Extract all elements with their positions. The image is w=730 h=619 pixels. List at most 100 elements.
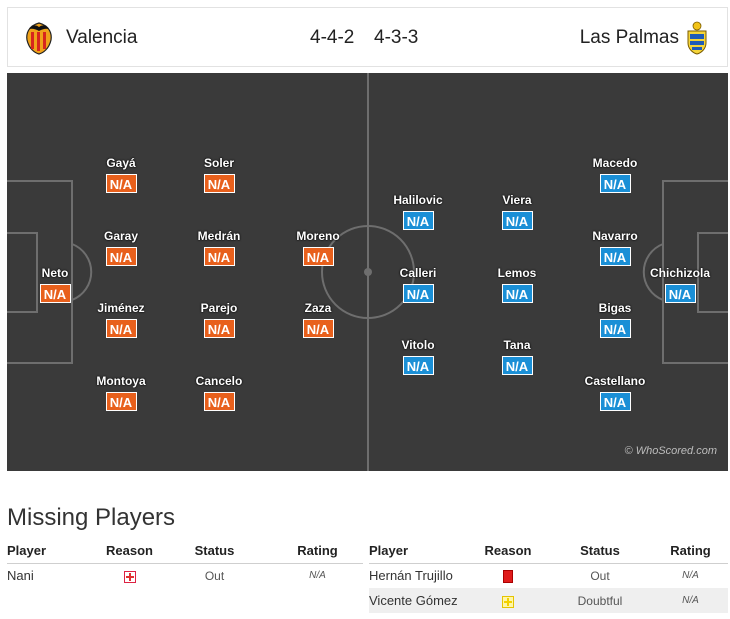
column-header-status: Status bbox=[157, 539, 272, 564]
player-name: Jiménez bbox=[97, 301, 145, 315]
player-rating: N/A bbox=[39, 284, 71, 303]
away-player-lemos[interactable]: Lemos N/A bbox=[477, 266, 557, 304]
away-player-chichizola[interactable]: Chichizola N/A bbox=[640, 266, 720, 304]
missing-rating: N/A bbox=[309, 570, 326, 582]
player-name: Tana bbox=[503, 338, 531, 352]
match-header: Valencia 4-4-2 4-3-3 Las Palmas bbox=[7, 7, 728, 67]
player-name: Viera bbox=[502, 193, 532, 207]
missing-reason bbox=[469, 563, 547, 588]
player-name: Neto bbox=[41, 266, 69, 280]
home-player-moreno[interactable]: Moreno N/A bbox=[278, 229, 358, 267]
missing-player-name[interactable]: Nani bbox=[7, 568, 34, 584]
away-formation: 4-3-3 bbox=[374, 27, 419, 48]
home-formation: 4-4-2 bbox=[310, 27, 355, 48]
table-row: Hernán Trujillo Out N/A bbox=[369, 563, 728, 588]
table-row: Nani Out N/A bbox=[7, 563, 363, 588]
home-player-jimenez[interactable]: Jiménez N/A bbox=[81, 301, 161, 339]
column-header-reason: Reason bbox=[469, 539, 547, 564]
player-rating: N/A bbox=[664, 284, 696, 303]
player-name: Cancelo bbox=[195, 374, 243, 388]
missing-player-name[interactable]: Hernán Trujillo bbox=[369, 568, 453, 584]
player-rating: N/A bbox=[402, 211, 434, 230]
injury-icon[interactable] bbox=[123, 570, 136, 583]
home-player-neto[interactable]: Neto N/A bbox=[15, 266, 95, 304]
home-missing-table: Player Reason Status Rating Nani Out N/A bbox=[7, 539, 363, 588]
player-rating: N/A bbox=[599, 247, 631, 266]
player-rating: N/A bbox=[501, 284, 533, 303]
away-player-macedo[interactable]: Macedo N/A bbox=[575, 156, 655, 194]
las-palmas-crest-icon[interactable] bbox=[680, 20, 714, 56]
player-rating: N/A bbox=[105, 392, 137, 411]
home-player-zaza[interactable]: Zaza N/A bbox=[278, 301, 358, 339]
away-player-viera[interactable]: Viera N/A bbox=[477, 193, 557, 231]
player-rating: N/A bbox=[599, 392, 631, 411]
formation-pitch: Neto N/A Gayá N/A Garay N/A Jiménez N/A … bbox=[7, 73, 728, 471]
player-rating: N/A bbox=[203, 247, 235, 266]
player-rating: N/A bbox=[203, 174, 235, 193]
player-rating: N/A bbox=[402, 356, 434, 375]
missing-player-name[interactable]: Vicente Gómez bbox=[369, 588, 469, 613]
player-name: Montoya bbox=[96, 374, 146, 388]
missing-reason bbox=[469, 588, 547, 613]
player-name: Gayá bbox=[106, 156, 136, 170]
player-name: Vitolo bbox=[401, 338, 435, 352]
column-header-rating: Rating bbox=[653, 539, 728, 564]
player-rating: N/A bbox=[105, 247, 137, 266]
valencia-crest-icon[interactable] bbox=[22, 20, 56, 56]
away-player-castellano[interactable]: Castellano N/A bbox=[561, 374, 669, 412]
player-rating: N/A bbox=[105, 174, 137, 193]
home-player-gaya[interactable]: Gayá N/A bbox=[81, 156, 161, 194]
home-player-parejo[interactable]: Parejo N/A bbox=[179, 301, 259, 339]
column-header-reason: Reason bbox=[102, 539, 157, 564]
pitch-markings bbox=[7, 73, 728, 471]
table-row: Vicente Gómez Doubtful N/A bbox=[369, 588, 728, 613]
away-player-bigas[interactable]: Bigas N/A bbox=[575, 301, 655, 339]
away-player-tana[interactable]: Tana N/A bbox=[477, 338, 557, 376]
player-name: Calleri bbox=[399, 266, 437, 280]
player-name: Soler bbox=[203, 156, 234, 170]
away-missing-table: Player Reason Status Rating Hernán Truji… bbox=[369, 539, 728, 613]
player-rating: N/A bbox=[501, 211, 533, 230]
away-player-calleri[interactable]: Calleri N/A bbox=[378, 266, 458, 304]
player-name: Medrán bbox=[197, 229, 241, 243]
home-player-montoya[interactable]: Montoya N/A bbox=[81, 374, 161, 412]
away-player-navarro[interactable]: Navarro N/A bbox=[575, 229, 655, 267]
away-player-vitolo[interactable]: Vitolo N/A bbox=[378, 338, 458, 376]
player-name: Bigas bbox=[598, 301, 632, 315]
missing-rating: N/A bbox=[682, 570, 699, 582]
doubtful-icon[interactable] bbox=[502, 595, 514, 608]
column-header-player: Player bbox=[369, 539, 469, 564]
player-rating: N/A bbox=[501, 356, 533, 375]
away-player-halilovic[interactable]: Halilovic N/A bbox=[378, 193, 458, 231]
missing-reason bbox=[102, 563, 157, 588]
column-header-status: Status bbox=[547, 539, 653, 564]
player-name: Castellano bbox=[584, 374, 646, 388]
home-player-cancelo[interactable]: Cancelo N/A bbox=[179, 374, 259, 412]
player-name: Navarro bbox=[592, 229, 638, 243]
player-rating: N/A bbox=[105, 319, 137, 338]
missing-status: Out bbox=[204, 568, 225, 583]
home-player-medran[interactable]: Medrán N/A bbox=[179, 229, 259, 267]
player-name: Halilovic bbox=[393, 193, 443, 207]
player-name: Macedo bbox=[592, 156, 638, 170]
player-rating: N/A bbox=[402, 284, 434, 303]
player-rating: N/A bbox=[599, 174, 631, 193]
away-team-name[interactable]: Las Palmas bbox=[579, 27, 679, 48]
player-name: Zaza bbox=[304, 301, 332, 315]
missing-status: Out bbox=[590, 568, 610, 583]
home-player-soler[interactable]: Soler N/A bbox=[179, 156, 259, 194]
column-header-player: Player bbox=[7, 539, 102, 564]
missing-players-title: Missing Players bbox=[7, 504, 176, 531]
player-name: Lemos bbox=[497, 266, 537, 280]
red-card-icon[interactable] bbox=[503, 570, 513, 584]
player-rating: N/A bbox=[203, 319, 235, 338]
player-rating: N/A bbox=[302, 319, 334, 338]
home-player-garay[interactable]: Garay N/A bbox=[81, 229, 161, 267]
player-name: Chichizola bbox=[649, 266, 710, 280]
missing-rating: N/A bbox=[653, 588, 728, 613]
player-name: Parejo bbox=[200, 301, 238, 315]
player-rating: N/A bbox=[599, 319, 631, 338]
home-team-name[interactable]: Valencia bbox=[66, 27, 138, 48]
missing-status: Doubtful bbox=[547, 588, 653, 613]
whoscored-watermark: © WhoScored.com bbox=[624, 445, 717, 457]
